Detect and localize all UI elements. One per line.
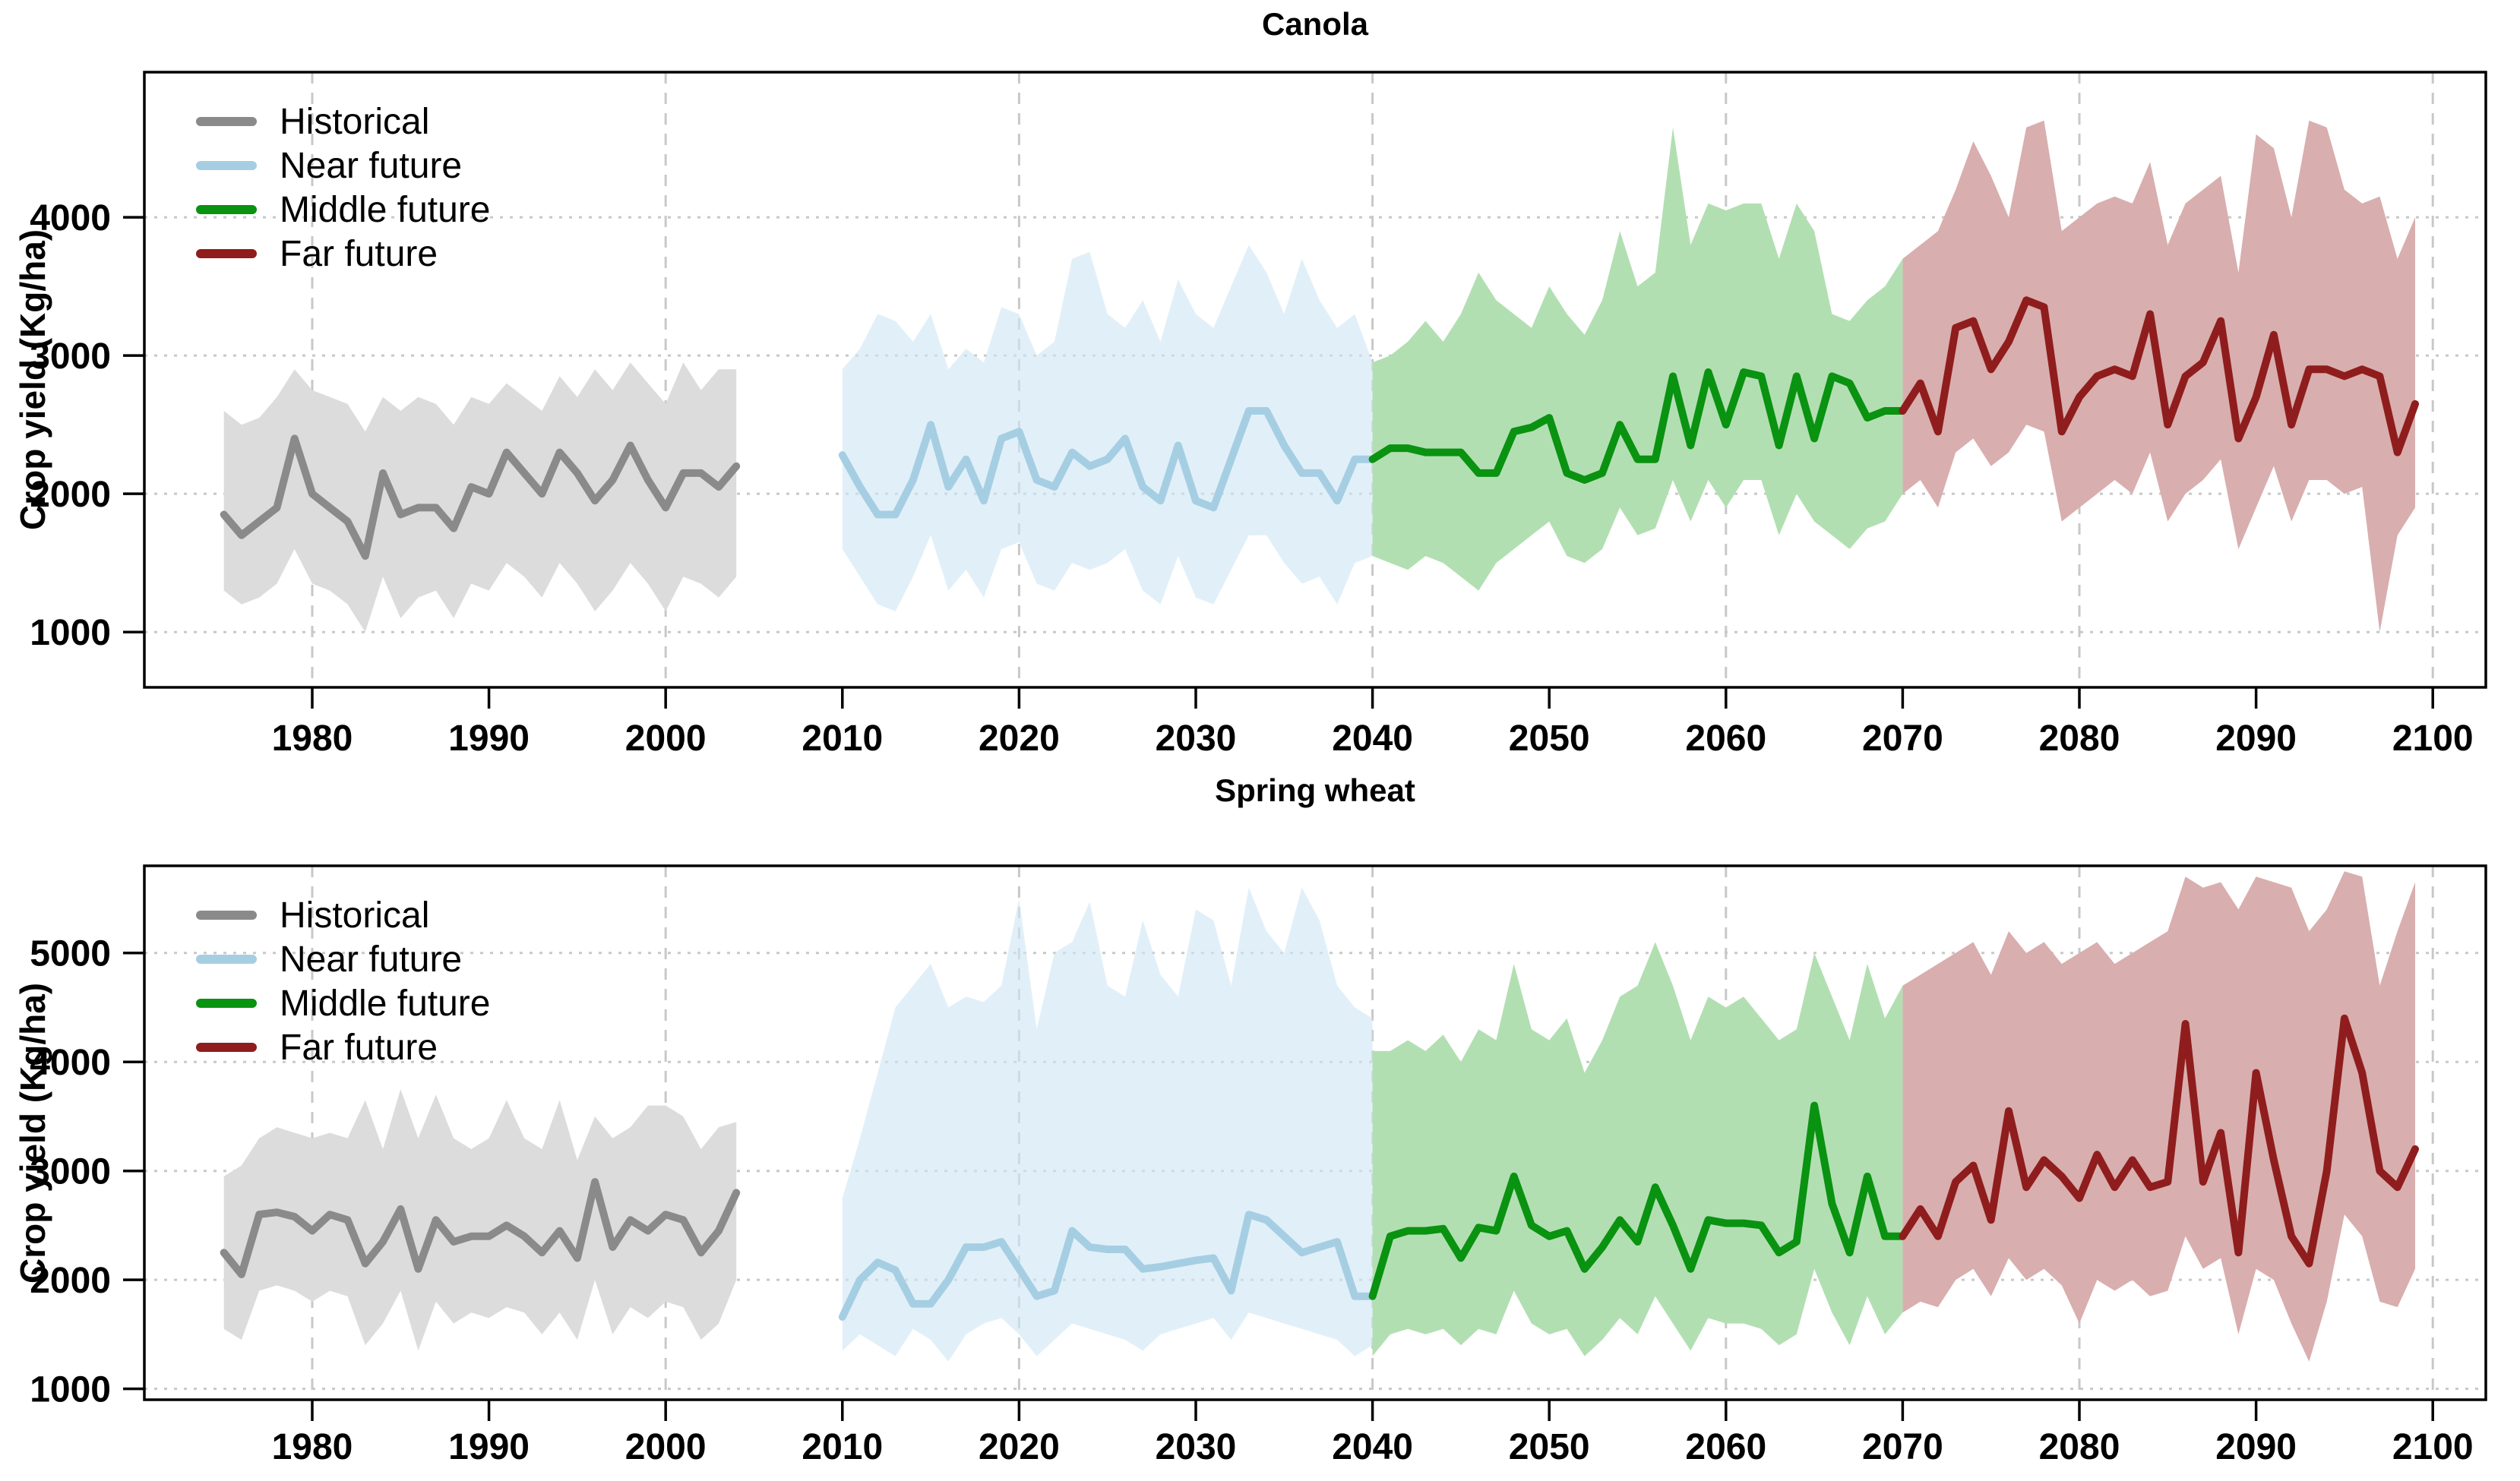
x-tick-label: 2100 — [2392, 1427, 2474, 1467]
x-tick-label: 2000 — [625, 718, 707, 759]
series-line-near-future — [838, 407, 1377, 519]
x-tick-label: 2080 — [2039, 1427, 2120, 1467]
uncertainty-band-middle-future — [1372, 127, 1903, 591]
spring-wheat-plot-svg: 1000 2000 3000 4000 5000 1980 1990 2000 2010 2020… — [30, 864, 2487, 1467]
legend-swatch-middle-future — [196, 999, 257, 1008]
legend-swatch-historical — [196, 117, 257, 126]
y-tick-label: 5000 — [30, 934, 111, 974]
axis-ticks: 1000 2000 3000 4000 1980 1990 2000 2010 2020 2030… — [30, 198, 2473, 759]
series-line-middle-future — [1368, 1101, 1907, 1300]
y-tick-label: 2000 — [30, 475, 111, 515]
x-tick-label: 2000 — [625, 1427, 707, 1467]
x-tick-label: 1980 — [272, 1427, 353, 1467]
canola-chart-panel: Canola Crop yield (Kg/ha) 1000 2000 3000 40… — [13, 6, 2487, 759]
legend-label: Far future — [280, 1027, 438, 1068]
legend-item-historical: Historical — [196, 99, 490, 144]
series-line-far-future — [1899, 1014, 2419, 1268]
legend-label: Middle future — [280, 189, 491, 230]
x-tick-label: 2050 — [1509, 718, 1590, 759]
legend-swatch-far-future — [196, 249, 257, 258]
x-tick-label: 2040 — [1332, 1427, 1413, 1467]
legend: Historical Near future Middle future Far fu… — [196, 893, 490, 1069]
plot-border — [143, 71, 2487, 689]
legend-swatch-far-future — [196, 1043, 257, 1052]
series-line-middle-future — [1368, 368, 1907, 484]
legend-swatch-near-future — [196, 955, 257, 964]
x-tick-label: 2020 — [979, 718, 1060, 759]
y-tick-label: 4000 — [30, 1043, 111, 1083]
x-tick-label: 2090 — [2215, 718, 2297, 759]
uncertainty-band-near-future — [842, 245, 1373, 611]
x-tick-label: 2040 — [1332, 718, 1413, 759]
y-tick-label: 2000 — [30, 1261, 111, 1301]
chart-title: Spring wheat — [1215, 772, 1415, 808]
x-tick-label: 2070 — [1862, 718, 1943, 759]
x-tick-label: 1990 — [448, 718, 530, 759]
legend-label: Middle future — [280, 983, 491, 1024]
x-tick-label: 2030 — [1156, 718, 1237, 759]
legend-item-near-future: Near future — [196, 937, 490, 981]
x-tick-label: 2060 — [1685, 718, 1766, 759]
x-tick-label: 1990 — [448, 1427, 530, 1467]
legend-item-historical: Historical — [196, 893, 490, 937]
x-tick-label: 1980 — [272, 718, 353, 759]
axis-ticks: 1000 2000 3000 4000 5000 1980 1990 2000 2010 2020… — [30, 934, 2473, 1467]
legend-swatch-near-future — [196, 161, 257, 170]
y-tick-label: 1000 — [30, 1369, 111, 1410]
y-tick-label: 3000 — [30, 1152, 111, 1192]
plot-border — [143, 864, 2487, 1401]
legend-label: Near future — [280, 145, 463, 186]
x-tick-label: 2050 — [1509, 1427, 1590, 1467]
chart-title: Canola — [1261, 6, 1369, 42]
x-tick-label: 2060 — [1685, 1427, 1766, 1467]
uncertainty-band-near-future — [842, 887, 1373, 1362]
x-tick-label: 2020 — [979, 1427, 1060, 1467]
legend-item-middle-future: Middle future — [196, 188, 490, 232]
x-tick-label: 2010 — [802, 718, 883, 759]
uncertainty-band-historical — [223, 1089, 737, 1351]
uncertainty-band-historical — [223, 362, 737, 633]
uncertainty-band-middle-future — [1372, 942, 1903, 1356]
x-tick-label: 2030 — [1156, 1427, 1237, 1467]
y-tick-label: 3000 — [30, 336, 111, 377]
series-line-far-future — [1899, 296, 2419, 456]
canola-plot-svg: 1000 2000 3000 4000 1980 1990 2000 2010 2020 2030… — [30, 71, 2487, 759]
legend: Historical Near future Middle future Far fu… — [196, 99, 490, 276]
legend-label: Near future — [280, 939, 463, 980]
x-tick-label: 2090 — [2215, 1427, 2297, 1467]
series-line-historical — [220, 434, 741, 561]
y-tick-label: 1000 — [30, 613, 111, 653]
x-tick-label: 2070 — [1862, 1427, 1943, 1467]
legend-item-far-future: Far future — [196, 232, 490, 276]
legend-item-near-future: Near future — [196, 144, 490, 188]
x-tick-label: 2080 — [2039, 718, 2120, 759]
x-tick-label: 2010 — [802, 1427, 883, 1467]
y-tick-label: 4000 — [30, 198, 111, 238]
legend-item-far-future: Far future — [196, 1025, 490, 1069]
legend-label: Historical — [280, 895, 430, 936]
uncertainty-band-far-future — [1902, 871, 2415, 1362]
legend-label: Historical — [280, 101, 430, 142]
series-line-near-future — [838, 1211, 1377, 1321]
legend-label: Far future — [280, 233, 438, 274]
legend-swatch-historical — [196, 911, 257, 920]
spring-wheat-chart-panel: Spring wheat Crop yield (Kg/ha) 1000 2000… — [0, 763, 2520, 1481]
x-tick-label: 2100 — [2392, 718, 2474, 759]
legend-item-middle-future: Middle future — [196, 981, 490, 1025]
series-line-historical — [220, 1178, 741, 1278]
legend-swatch-middle-future — [196, 205, 257, 214]
